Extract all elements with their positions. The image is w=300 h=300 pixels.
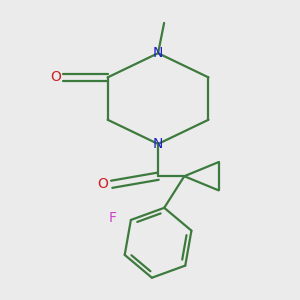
Text: N: N [153, 46, 163, 60]
Text: O: O [98, 177, 108, 191]
Text: F: F [109, 211, 117, 225]
Text: N: N [153, 137, 163, 151]
Text: O: O [51, 70, 62, 84]
